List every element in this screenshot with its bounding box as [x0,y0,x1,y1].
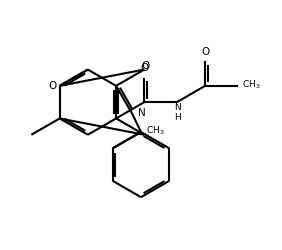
Text: O: O [140,64,148,74]
Text: O: O [141,61,149,71]
Text: O: O [201,47,209,57]
Text: CH$_3$: CH$_3$ [146,125,165,138]
Text: N: N [138,108,145,118]
Text: CH$_3$: CH$_3$ [242,79,261,91]
Text: O: O [48,81,56,91]
Text: N
H: N H [174,103,181,122]
